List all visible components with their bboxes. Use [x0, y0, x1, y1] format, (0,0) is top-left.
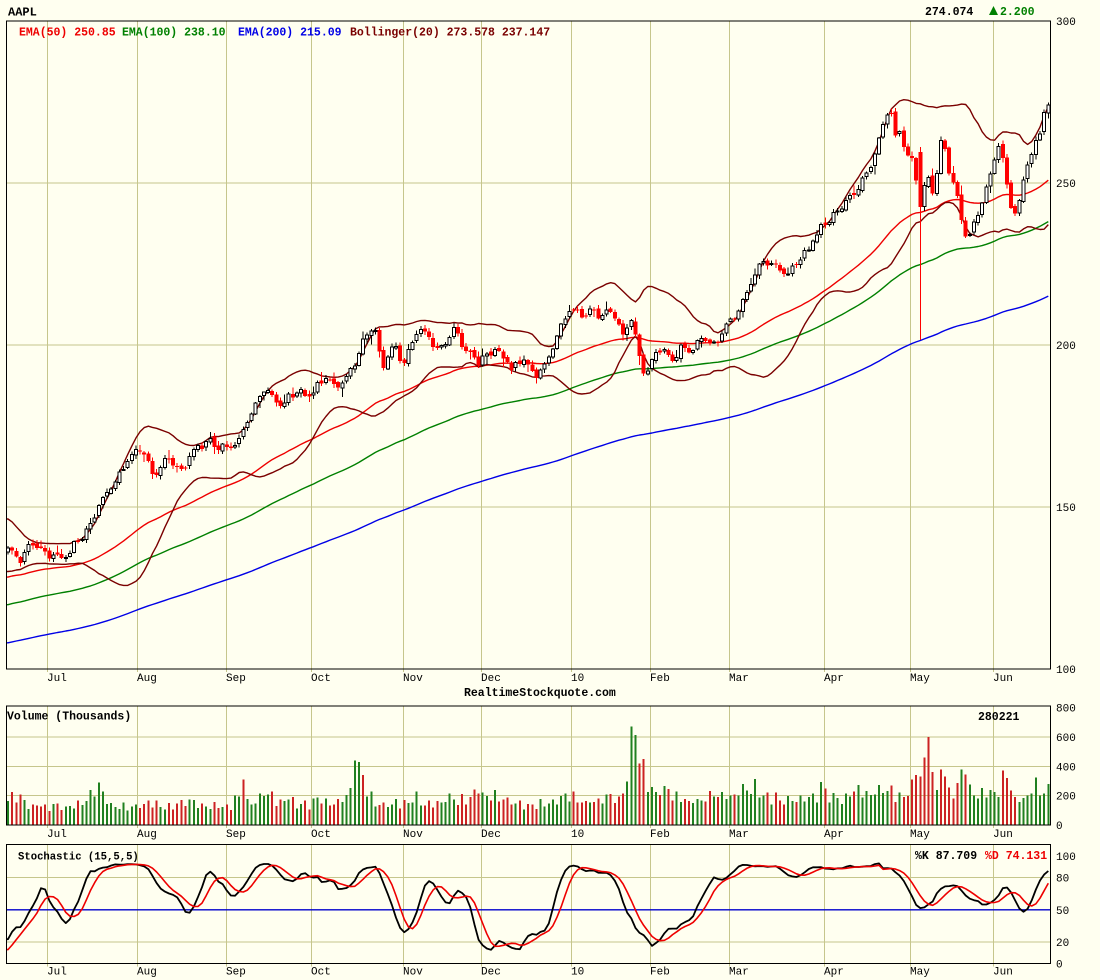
svg-text:274.074: 274.074 — [925, 6, 973, 19]
svg-text:AAPL: AAPL — [8, 6, 37, 20]
svg-text:2.200: 2.200 — [1000, 6, 1035, 19]
svg-text:RealtimeStockquote.com: RealtimeStockquote.com — [464, 687, 616, 700]
svg-text:Jun: Jun — [993, 829, 1013, 841]
svg-text:10: 10 — [571, 967, 584, 979]
svg-text:Jul: Jul — [47, 967, 67, 979]
svg-text:Jun: Jun — [993, 967, 1013, 979]
svg-text:Feb: Feb — [650, 673, 670, 685]
svg-text:Aug: Aug — [137, 829, 157, 841]
svg-text:Jul: Jul — [47, 673, 67, 685]
svg-text:EMA(50) 250.85: EMA(50) 250.85 — [19, 27, 116, 40]
svg-text:Nov: Nov — [403, 829, 423, 841]
svg-text:EMA(100) 238.10: EMA(100) 238.10 — [122, 27, 226, 40]
svg-text:0: 0 — [1056, 960, 1063, 972]
svg-text:May: May — [910, 829, 930, 841]
svg-text:EMA(200) 215.09: EMA(200) 215.09 — [238, 27, 342, 40]
svg-text:200: 200 — [1056, 792, 1076, 804]
svg-text:%K 87.709: %K 87.709 — [915, 850, 977, 863]
svg-text:280221: 280221 — [978, 711, 1020, 724]
svg-text:Aug: Aug — [137, 967, 157, 979]
svg-text:Dec: Dec — [481, 673, 501, 685]
svg-text:Feb: Feb — [650, 967, 670, 979]
svg-text:Apr: Apr — [824, 829, 844, 841]
svg-text:Dec: Dec — [481, 829, 501, 841]
svg-text:Dec: Dec — [481, 967, 501, 979]
svg-text:Jun: Jun — [993, 673, 1013, 685]
svg-text:80: 80 — [1056, 874, 1069, 886]
svg-text:Apr: Apr — [824, 673, 844, 685]
svg-text:800: 800 — [1056, 704, 1076, 716]
svg-text:10: 10 — [571, 673, 584, 685]
svg-text:150: 150 — [1056, 503, 1076, 515]
svg-text:250: 250 — [1056, 179, 1076, 191]
svg-text:200: 200 — [1056, 341, 1076, 353]
svg-text:0: 0 — [1056, 821, 1063, 833]
svg-text:50: 50 — [1056, 906, 1069, 918]
svg-text:Mar: Mar — [729, 967, 749, 979]
svg-text:Feb: Feb — [650, 829, 670, 841]
svg-text:20: 20 — [1056, 938, 1069, 950]
svg-text:Oct: Oct — [311, 967, 331, 979]
svg-text:Volume (Thousands): Volume (Thousands) — [7, 711, 131, 724]
svg-text:Mar: Mar — [729, 829, 749, 841]
svg-text:Oct: Oct — [311, 829, 331, 841]
svg-text:Mar: Mar — [729, 673, 749, 685]
svg-text:Sep: Sep — [226, 829, 246, 841]
svg-text:Nov: Nov — [403, 967, 423, 979]
svg-text:Jul: Jul — [47, 829, 67, 841]
svg-text:May: May — [910, 673, 930, 685]
svg-text:Nov: Nov — [403, 673, 423, 685]
svg-text:May: May — [910, 967, 930, 979]
svg-text:300: 300 — [1056, 17, 1076, 29]
svg-text:Sep: Sep — [226, 673, 246, 685]
svg-text:100: 100 — [1056, 852, 1076, 864]
svg-text:Bollinger(20) 273.578 237.147: Bollinger(20) 273.578 237.147 — [350, 27, 550, 40]
svg-text:%D 74.131: %D 74.131 — [985, 850, 1047, 863]
svg-text:10: 10 — [571, 829, 584, 841]
svg-text:Sep: Sep — [226, 967, 246, 979]
svg-text:400: 400 — [1056, 762, 1076, 774]
svg-text:Apr: Apr — [824, 967, 844, 979]
svg-text:Oct: Oct — [311, 673, 331, 685]
svg-text:100: 100 — [1056, 665, 1076, 677]
svg-text:600: 600 — [1056, 733, 1076, 745]
svg-text:Aug: Aug — [137, 673, 157, 685]
svg-text:Stochastic (15,5,5): Stochastic (15,5,5) — [18, 852, 139, 864]
